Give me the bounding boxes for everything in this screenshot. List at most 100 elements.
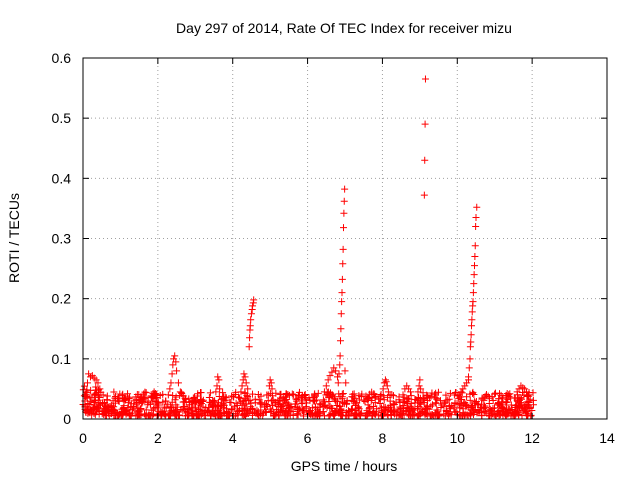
x-tick-label: 6 — [304, 430, 312, 446]
background-point — [399, 397, 407, 405]
data-point — [382, 378, 390, 386]
background-point — [311, 397, 319, 405]
data-point — [150, 388, 158, 396]
background-point — [415, 410, 423, 418]
data-point — [519, 384, 527, 392]
background-point — [227, 399, 235, 407]
background-point — [220, 397, 228, 405]
background-point — [90, 397, 98, 405]
background-point — [141, 410, 149, 418]
data-point — [326, 372, 334, 380]
background-point — [447, 405, 455, 413]
data-point — [268, 385, 276, 393]
x-tick-label: 8 — [379, 430, 387, 446]
data-point — [471, 253, 479, 261]
background-point — [299, 406, 307, 414]
data-point — [421, 156, 429, 164]
data-point — [237, 388, 245, 396]
background-point — [111, 394, 119, 402]
data-point — [152, 394, 160, 402]
background-point — [188, 405, 196, 413]
background-point — [404, 411, 412, 419]
background-point — [411, 405, 419, 413]
background-point — [325, 397, 333, 405]
data-point — [246, 334, 254, 342]
background-point — [496, 390, 504, 398]
background-point — [197, 389, 205, 397]
background-point — [255, 396, 263, 404]
data-point — [322, 382, 330, 390]
y-tick-label: 0.4 — [52, 170, 72, 186]
background-point — [506, 407, 514, 415]
background-point — [134, 411, 142, 419]
data-point — [461, 382, 469, 390]
background-point — [310, 391, 318, 399]
x-axis-label: GPS time / hours — [291, 458, 398, 474]
background-point — [470, 411, 478, 419]
data-point — [96, 385, 104, 393]
background-point — [292, 400, 300, 408]
data-point — [337, 337, 345, 345]
background-point — [114, 409, 122, 417]
data-point — [94, 379, 102, 387]
y-tick-label: 0.6 — [52, 50, 72, 66]
background-point — [274, 402, 282, 410]
background-point — [442, 407, 450, 415]
background-point — [293, 396, 301, 404]
background-point — [405, 395, 413, 403]
background-point — [361, 411, 369, 419]
background-point — [279, 393, 287, 401]
background-point — [494, 410, 502, 418]
background-point — [128, 405, 136, 413]
data-point — [239, 376, 247, 384]
data-point — [405, 385, 413, 393]
background-point — [327, 404, 335, 412]
background-point — [110, 388, 118, 396]
background-point — [162, 397, 170, 405]
data-point — [339, 260, 347, 268]
background-point — [380, 403, 388, 411]
background-point — [379, 412, 387, 420]
data-point — [164, 391, 172, 399]
x-tick-label: 10 — [449, 430, 465, 446]
y-tick-label: 0.2 — [52, 291, 72, 307]
background-point — [342, 400, 350, 408]
x-tick-label: 2 — [154, 430, 162, 446]
data-point — [92, 376, 100, 384]
background-point — [427, 392, 435, 400]
data-point — [335, 370, 343, 378]
data-point — [267, 379, 275, 387]
background-point — [516, 403, 524, 411]
data-point — [340, 209, 348, 217]
background-point — [279, 400, 287, 408]
background-point — [462, 400, 470, 408]
background-point — [123, 393, 131, 401]
background-point — [98, 410, 106, 418]
background-point — [197, 411, 205, 419]
background-point — [245, 397, 253, 405]
data-point — [172, 358, 180, 366]
background-point — [142, 406, 150, 414]
background-point — [162, 404, 170, 412]
data-point — [82, 388, 90, 396]
data-point — [85, 370, 93, 378]
data-point — [341, 185, 349, 193]
background-point — [172, 393, 180, 401]
background-point — [249, 390, 257, 398]
data-point — [470, 271, 478, 279]
background-point — [142, 389, 150, 397]
data-point — [320, 388, 328, 396]
background-point — [394, 406, 402, 414]
background-point — [343, 397, 351, 405]
data-point — [416, 376, 424, 384]
background-point — [519, 407, 527, 415]
y-axis-label: ROTI / TECUs — [6, 193, 22, 283]
background-point — [369, 403, 377, 411]
background-point — [418, 406, 426, 414]
background-point — [322, 391, 330, 399]
background-point — [357, 393, 365, 401]
background-point — [524, 410, 532, 418]
background-point — [119, 404, 127, 412]
background-point — [217, 405, 225, 413]
background-point — [329, 409, 337, 417]
